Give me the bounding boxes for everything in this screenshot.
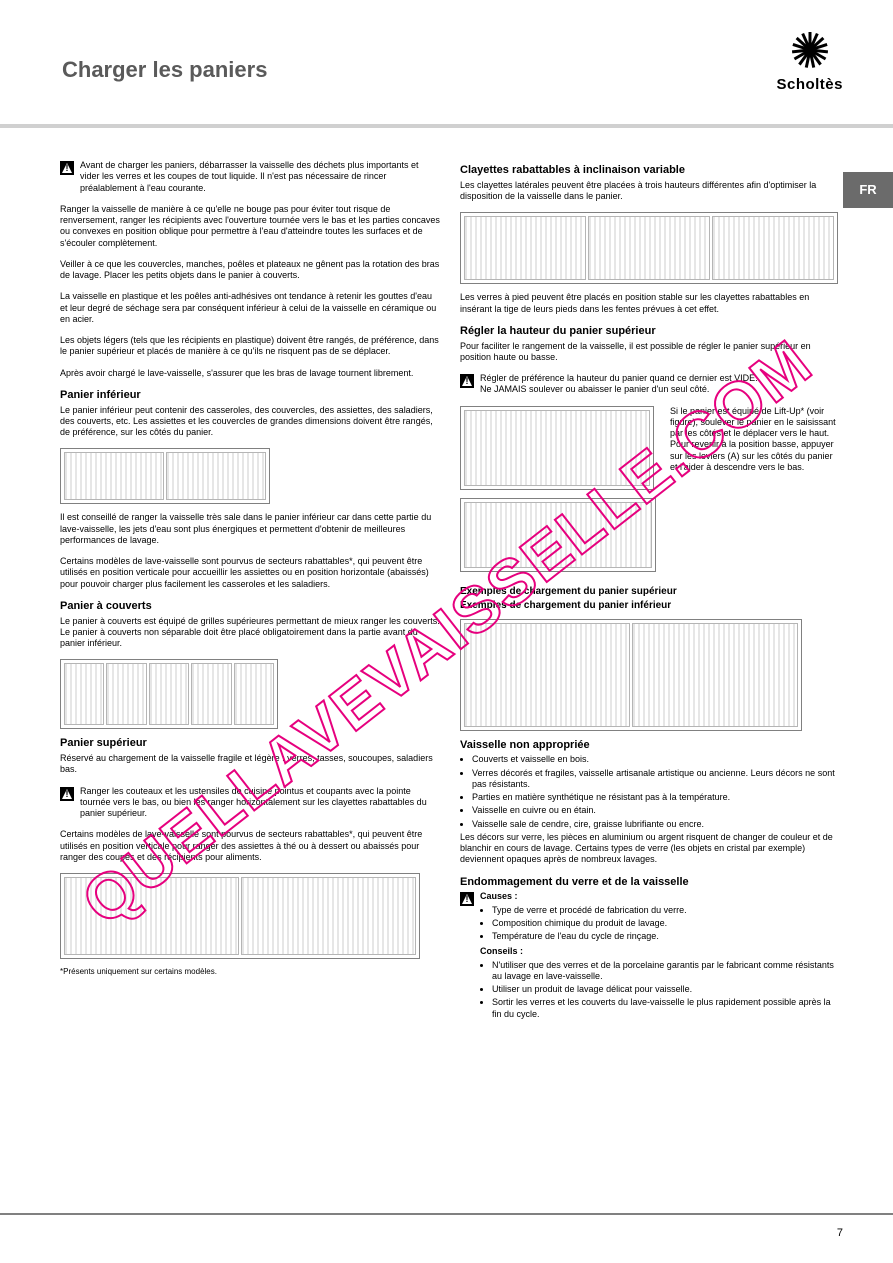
para: Veiller à ce que les couvercles, manches…: [60, 259, 440, 282]
figure-lower-rack: [60, 448, 270, 504]
figure-liftup-2: [460, 498, 656, 572]
heading-unsuitable: Vaisselle non appropriée: [460, 739, 840, 753]
warn-line: Ne JAMAIS soulever ou abaisser le panier…: [480, 384, 758, 395]
list-item: Couverts et vaisselle en bois.: [472, 754, 840, 765]
list-item: Composition chimique du produit de lavag…: [492, 918, 840, 929]
para: Ranger la vaisselle de manière à ce qu'e…: [60, 204, 440, 249]
heading-lower-rack: Panier inférieur: [60, 389, 440, 403]
causes-heading: Causes :: [480, 891, 840, 902]
warn-line: Régler de préférence la hauteur du panie…: [480, 373, 758, 384]
recs-heading: Conseils :: [480, 946, 840, 957]
para: Si le panier est équipé de Lift-Up* (voi…: [670, 406, 840, 474]
para: Certains modèles de lave-vaisselle sont …: [60, 556, 440, 590]
footnote: *Présents uniquement sur certains modèle…: [60, 967, 440, 977]
header-rule: [0, 124, 893, 128]
para: Certains modèles de lave-vaisselle sont …: [60, 829, 440, 863]
heading-damage: Endommagement du verre et de la vaissell…: [460, 876, 840, 890]
causes-list: Type de verre et procédé de fabrication …: [480, 905, 840, 943]
language-tab: FR: [843, 172, 893, 208]
para: Les verres à pied peuvent être placés en…: [460, 292, 840, 315]
list-item: Verres décorés et fragiles, vaisselle ar…: [472, 768, 840, 791]
heading-adjust: Régler la hauteur du panier supérieur: [460, 325, 840, 339]
figure-cutlery-basket: [60, 659, 278, 729]
para: Il est conseillé de ranger la vaisselle …: [60, 512, 440, 546]
para: Pour faciliter le rangement de la vaisse…: [460, 341, 840, 364]
list-item: Vaisselle en cuivre ou en étain.: [472, 805, 840, 816]
para: Les clayettes latérales peuvent être pla…: [460, 180, 840, 203]
warn-text: Ranger les couteaux et les ustensiles de…: [80, 786, 440, 820]
para: Les objets légers (tels que les récipien…: [60, 335, 440, 358]
brand-name: Scholtès: [776, 76, 843, 95]
para: Les décors sur verre, les pièces en alum…: [460, 832, 840, 866]
footer-rule: [0, 1213, 893, 1215]
para: Après avoir chargé le lave-vaisselle, s'…: [60, 368, 440, 379]
heading-loadex-lower: Exemples de chargement du panier inférie…: [460, 600, 840, 613]
figure-load-examples: [460, 619, 802, 731]
list-item: N'utiliser que des verres et de la porce…: [492, 960, 840, 983]
list-item: Vaisselle sale de cendre, cire, graisse …: [472, 819, 840, 830]
brand-mark: [788, 28, 832, 72]
damage-block: Causes : Type de verre et procédé de fab…: [480, 891, 840, 1022]
warn-text: Avant de charger les paniers, débarrasse…: [80, 160, 440, 194]
list-item: Type de verre et procédé de fabrication …: [492, 905, 840, 916]
figure-upper-rack: [60, 873, 420, 959]
column-left: Avant de charger les paniers, débarrasse…: [60, 160, 440, 987]
para: La vaisselle en plastique et les poêles …: [60, 291, 440, 325]
warning-icon: [60, 161, 74, 175]
warning-icon: [460, 892, 474, 906]
list-item: Sortir les verres et les couverts du lav…: [492, 997, 840, 1020]
list-item: Parties en matière synthétique ne résist…: [472, 792, 840, 803]
page-title: Charger les paniers: [62, 56, 267, 84]
column-right: Clayettes rabattables à inclinaison vari…: [460, 160, 840, 1032]
recs-list: N'utiliser que des verres et de la porce…: [480, 960, 840, 1020]
heading-cutlery: Panier à couverts: [60, 600, 440, 614]
heading-loadex-upper: Exemples de chargement du panier supérie…: [460, 586, 840, 599]
para: Le panier inférieur peut contenir des ca…: [60, 405, 440, 439]
warning-icon: [460, 374, 474, 388]
para: Le panier à couverts est équipé de grill…: [60, 616, 440, 650]
figure-liftup-1: [460, 406, 654, 490]
warn-text: Régler de préférence la hauteur du panie…: [480, 373, 758, 396]
para: Réservé au chargement de la vaisselle fr…: [60, 753, 440, 776]
unsuitable-list: Couverts et vaisselle en bois. Verres dé…: [460, 754, 840, 830]
warning-icon: [60, 787, 74, 801]
list-item: Utiliser un produit de lavage délicat po…: [492, 984, 840, 995]
heading-upper-rack: Panier supérieur: [60, 737, 440, 751]
figure-flap-positions: [460, 212, 838, 284]
heading-flap: Clayettes rabattables à inclinaison vari…: [460, 164, 840, 178]
brand-logo: Scholtès: [776, 28, 843, 95]
list-item: Température de l'eau du cycle de rinçage…: [492, 931, 840, 942]
page-number: 7: [837, 1227, 843, 1241]
